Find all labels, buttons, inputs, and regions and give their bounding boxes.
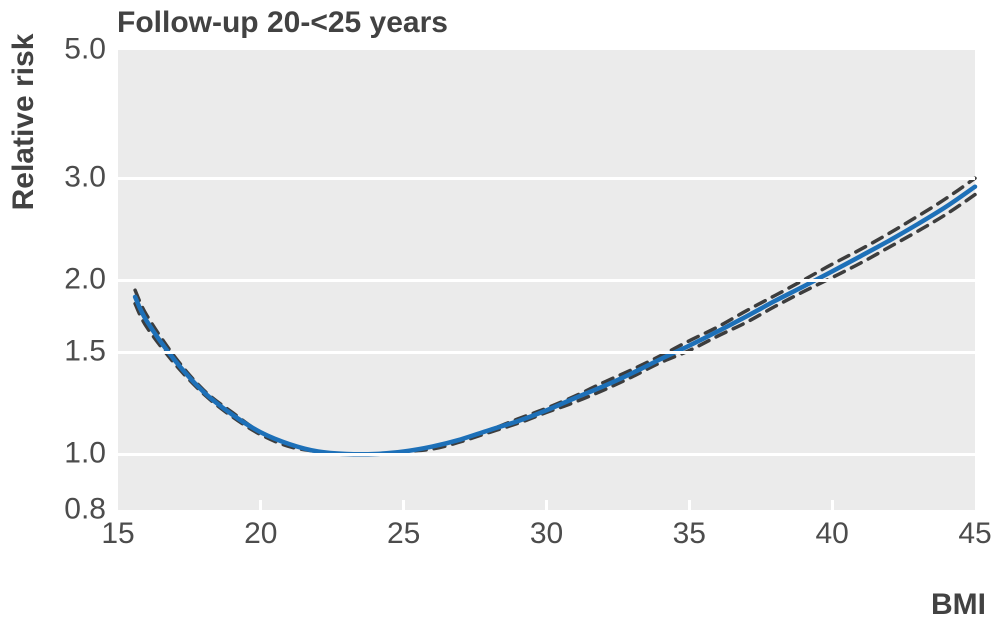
plot-area [118, 50, 978, 510]
x-tick-mark-25 [402, 500, 406, 510]
gridline-y-3 [118, 176, 975, 180]
risk-curve-canvas [132, 176, 978, 457]
x-tick-label-20: 20 [244, 517, 278, 550]
y-tick-label-3.0: 3.0 [64, 160, 106, 194]
y-tick-label-2.0: 2.0 [64, 262, 106, 296]
x-tick-mark-40 [830, 500, 834, 510]
x-tick-mark-20 [259, 500, 263, 510]
x-tick-mark-30 [545, 500, 548, 510]
ci-upper-line [133, 176, 977, 457]
x-tick-label-30: 30 [529, 517, 564, 550]
x-tick-label-40: 40 [815, 517, 849, 550]
y-tick-label-5.0: 5.0 [64, 32, 106, 66]
relative-risk-curve [132, 184, 978, 457]
x-tick-label-35: 35 [672, 517, 706, 550]
x-tick-label-15: 15 [101, 517, 135, 550]
x-tick-mark-35 [687, 500, 691, 510]
gridline-y-1 [118, 452, 975, 456]
ci-lower-line [133, 192, 977, 457]
y-tick-label-0.8: 0.8 [64, 492, 106, 526]
gridline-y-1.5 [118, 350, 975, 354]
gridline-y-2 [118, 278, 975, 282]
x-axis-label: BMI [931, 588, 986, 621]
chart-title: Follow-up 20-<25 years [117, 6, 448, 39]
y-tick-label-1.0: 1.0 [64, 436, 106, 470]
x-tick-label-45: 45 [958, 517, 992, 550]
x-tick-label-25: 25 [387, 517, 421, 550]
y-tick-label-1.5: 1.5 [64, 334, 106, 368]
